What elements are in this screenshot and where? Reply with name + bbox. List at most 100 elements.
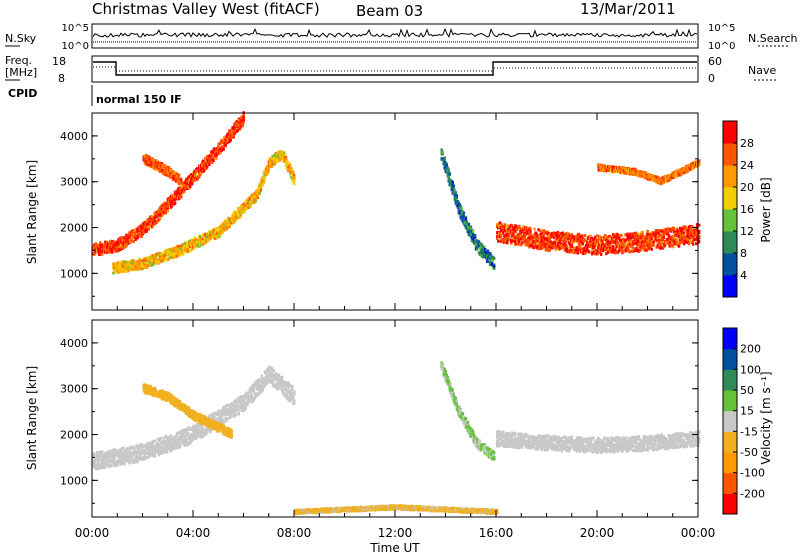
heatmap-cell [196,167,199,171]
heatmap-cell [501,223,504,227]
heatmap-cell [698,239,701,243]
heatmap-cell [635,246,638,250]
heatmap-cell [114,449,117,453]
heatmap-cell [171,446,175,450]
heatmap-cell [97,467,100,471]
heatmap-cell [233,132,236,135]
heatmap-cell [556,242,559,246]
heatmap-cell [607,250,610,254]
heatmap-cell [217,147,220,151]
heatmap-cell [151,440,154,444]
heatmap-cell [636,238,639,242]
heatmap-cell [698,223,701,227]
heatmap-cell [137,458,140,462]
heatmap-cell [283,153,287,156]
heatmap-cell [675,227,679,231]
heatmap-cell [125,269,128,273]
heatmap-cell [641,232,644,236]
heatmap-cell [518,238,521,242]
heatmap-cell [102,457,105,460]
heatmap-cell [199,241,202,245]
nave-label: Nave [748,64,776,77]
freq-left-tick-top: 18 [52,55,66,68]
heatmap-cell [484,251,488,255]
heatmap-cell [499,221,502,225]
colorbar-tick-label: 4 [740,269,747,282]
heatmap-cell [490,261,494,265]
heatmap-cell [585,247,589,251]
freq-label-line2: [MHz] [5,66,37,79]
heatmap-cell [460,206,463,210]
heatmap-cell [193,246,196,250]
heatmap-cell [104,240,107,244]
heatmap-cell [112,448,115,452]
heatmap-cell [215,227,218,231]
heatmap-cell [486,260,490,263]
heatmap-cell [679,229,683,233]
heatmap-cell [112,452,115,456]
heatmap-cell [147,259,150,263]
heatmap-cell [97,460,100,464]
heatmap-cell [149,447,152,450]
heatmap-cell [183,444,187,447]
heatmap-cell [678,226,682,230]
heatmap-cell [102,455,105,459]
heatmap-cell [484,249,488,253]
heatmap-cell [486,249,490,253]
heatmap-cell [190,248,193,252]
velocity-panel-background [92,320,698,517]
heatmap-cell [686,239,690,243]
heatmap-cell [134,450,137,454]
heatmap-cell [242,120,245,124]
nsky-panel-frame [91,23,699,49]
heatmap-cell [522,237,525,241]
heatmap-cell [550,244,553,248]
heatmap-cell [98,463,101,467]
heatmap-cell [290,175,293,179]
heatmap-cell [640,240,643,244]
heatmap-cell [523,235,526,239]
heatmap-cell [594,235,597,239]
heatmap-cell [552,235,555,239]
heatmap-cell [127,446,130,450]
heatmap-cell [128,231,131,235]
heatmap-cell [270,157,274,161]
heatmap-cell [662,181,665,185]
heatmap-cell [549,240,552,244]
heatmap-cell [167,166,171,169]
heatmap-cell [497,239,500,243]
heatmap-cell [243,209,246,213]
heatmap-cell [101,452,104,455]
heatmap-cell [215,156,218,160]
heatmap-cell [657,234,660,238]
heatmap-cell [572,251,576,255]
heatmap-cell [185,182,189,186]
heatmap-cell [239,208,242,212]
heatmap-cell [639,170,642,174]
nsky-label: N.Sky [5,32,37,45]
heatmap-cell [209,236,212,240]
power-colorbar-label: Power [dB] [759,177,773,242]
heatmap-cell [157,213,161,217]
heatmap-cell [525,226,528,230]
heatmap-cell [142,229,145,233]
heatmap-cell [576,248,580,252]
heatmap-cell [555,232,558,236]
heatmap-cell [554,238,557,242]
heatmap-cell [681,233,685,237]
heatmap-cell [164,439,168,443]
heatmap-cell [126,453,129,457]
heatmap-cell [141,266,144,270]
heatmap-cell [583,238,587,242]
heatmap-cell [184,185,188,189]
heatmap-cell [150,215,153,219]
heatmap-cell [254,198,257,202]
heatmap-cell [695,237,698,241]
heatmap-cell [620,233,623,237]
heatmap-cell [575,246,579,250]
heatmap-cell [477,244,481,248]
heatmap-cell [548,249,551,252]
heatmap-cell [267,168,271,172]
heatmap-cell [180,437,184,441]
heatmap-cell [496,224,499,228]
